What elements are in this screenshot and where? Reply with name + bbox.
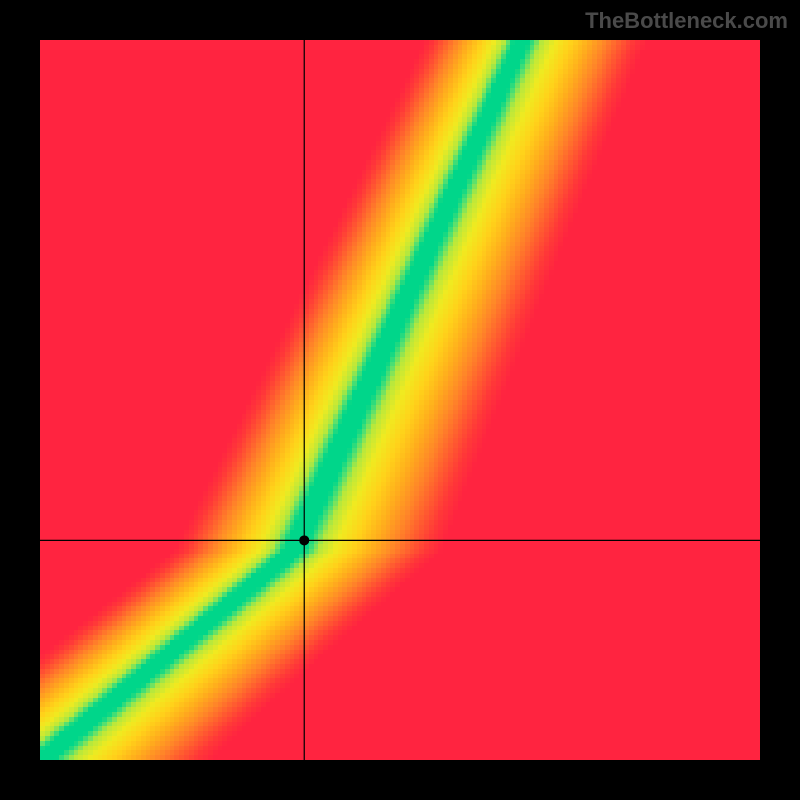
watermark-text: TheBottleneck.com (585, 8, 788, 34)
chart-container: TheBottleneck.com (0, 0, 800, 800)
bottleneck-heatmap (0, 0, 800, 800)
